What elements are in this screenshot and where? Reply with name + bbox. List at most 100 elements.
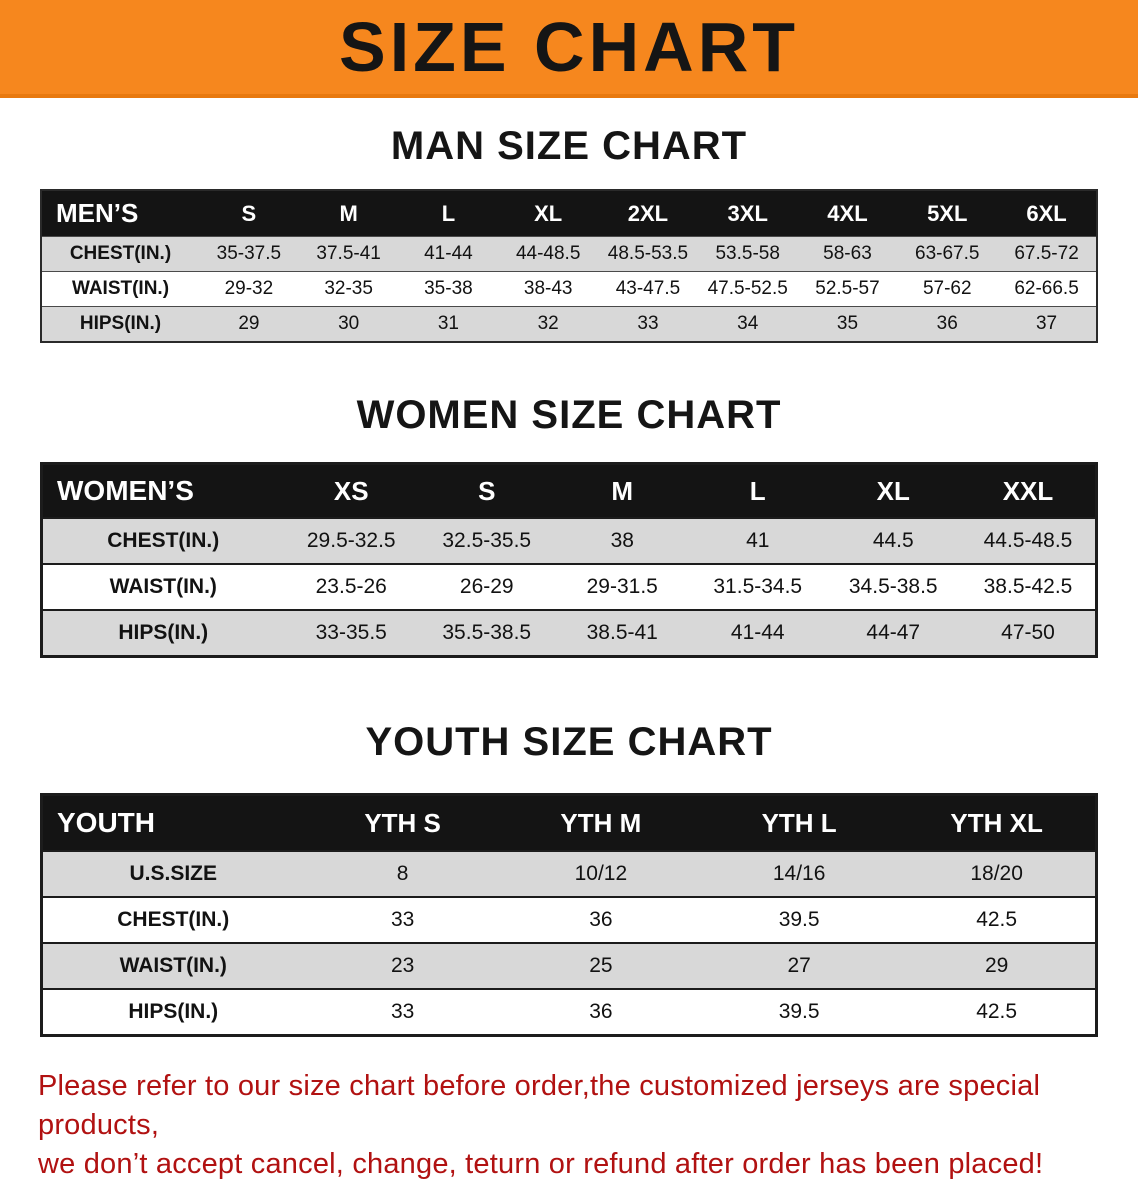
row-label: HIPS(IN.) [118,621,209,644]
table-row: WAIST(IN.) 23.5-26 26-29 29-31.5 31.5-34.5 34… [41,564,1097,610]
value-cell: 32 [537,313,559,334]
size-chart-banner: SIZE CHART [0,0,1138,98]
value-cell: 34 [737,313,759,334]
disclaimer-line-1: Please refer to our size chart before or… [38,1070,1041,1142]
men-section-heading: MAN SIZE CHART [390,124,748,168]
value-cell: 58-63 [823,243,872,264]
value-cell: 34.5-38.5 [848,575,938,598]
value-cell: 41-44 [730,621,785,644]
disclaimer-text: Please refer to our size chart before or… [38,1067,1100,1184]
value-cell: 35-38 [424,278,473,299]
value-cell: 53.5-58 [715,243,780,264]
table-row: WAIST(IN.) 23 25 27 29 [41,943,1097,989]
women-size-section: WOMEN SIZE CHART WOMEN’S XS S M L XL XXL CHEST(… [0,393,1138,658]
value-cell: 38-43 [523,278,573,299]
value-cell: 33 [390,908,415,931]
value-cell: 48.5-53.5 [607,243,689,264]
value-cell: 33-35.5 [315,621,387,644]
value-cell: 41-44 [424,243,473,264]
table-row: U.S.SIZE 8 10/12 14/16 18/20 [41,851,1097,897]
table-title-cell: MEN’S [56,198,139,228]
value-cell: 29-31.5 [586,575,658,598]
table-row: CHEST(IN.) 33 36 39.5 42.5 [41,897,1097,943]
youth-size-table: YOUTH YTH S YTH M YTH L YTH XL U.S.SIZE 8 10/12… [40,793,1098,1037]
value-cell: 67.5-72 [1014,243,1079,264]
value-cell: 10/12 [574,862,628,885]
value-cell: 33 [390,1000,415,1023]
value-cell: 27 [787,954,811,977]
value-cell: 29-32 [224,278,274,299]
row-label: HIPS(IN.) [128,1000,219,1023]
value-cell: 32.5-35.5 [442,529,532,552]
men-size-table: MEN’S S M L XL 2XL 3XL 4XL 5XL 6XL CHEST(IN.) 35-37… [40,189,1098,343]
value-cell: 44-47 [866,621,921,644]
value-cell: 38.5-41 [586,621,658,644]
value-cell: 30 [338,313,360,334]
value-cell: 23.5-26 [315,575,387,598]
table-row: CHEST(IN.) 29.5-32.5 32.5-35.5 38 41 44.5 44.5… [41,518,1097,564]
table-header-row: MEN’S S M L XL 2XL 3XL 4XL 5XL 6XL [41,190,1097,237]
value-cell: 8 [396,862,409,885]
value-cell: 35 [836,313,859,334]
disclaimer-line-2: we don’t accept cancel, change, teturn o… [38,1148,1044,1181]
value-cell: 47.5-52.5 [707,278,788,299]
value-cell: 47-50 [1001,621,1055,644]
value-cell: 62-66.5 [1014,278,1079,299]
size-header-cell: S [478,475,496,506]
value-cell: 39.5 [778,908,820,931]
size-header-cell: 3XL [727,200,768,226]
table-row: CHEST(IN.) 35-37.5 37.5-41 41-44 44-48.5 48.5… [41,236,1097,272]
value-cell: 18/20 [970,862,1023,885]
value-cell: 44.5-48.5 [983,529,1073,552]
youth-section-heading: YOUTH SIZE CHART [365,720,773,764]
value-cell: 23 [390,954,415,977]
value-cell: 39.5 [778,1000,820,1023]
value-cell: 37.5-41 [316,243,381,264]
size-header-cell: YTH XL [950,807,1043,838]
size-header-cell: M [339,200,358,226]
value-cell: 36 [589,1000,613,1023]
value-cell: 52.5-57 [815,278,880,299]
value-cell: 42.5 [976,908,1018,931]
size-header-cell: 2XL [627,200,669,226]
value-cell: 38 [610,529,634,552]
value-cell: 38.5-42.5 [983,575,1073,598]
size-header-cell: S [241,200,257,226]
table-title-cell: WOMEN’S [57,475,194,506]
value-cell: 43-47.5 [615,278,681,299]
size-header-cell: YTH L [761,807,837,838]
value-cell: 44-48.5 [515,243,581,264]
row-label: WAIST(IN.) [119,954,227,977]
table-row: WAIST(IN.) 29-32 32-35 35-38 38-43 43-47.5 47.… [41,271,1097,307]
size-header-cell: 6XL [1026,200,1067,226]
row-label: U.S.SIZE [129,862,218,885]
banner-title: SIZE CHART [339,8,799,86]
value-cell: 63-67.5 [915,243,980,264]
table-header-row: YOUTH YTH S YTH M YTH L YTH XL [41,794,1097,851]
value-cell: 31.5-34.5 [713,575,803,598]
women-section-heading: WOMEN SIZE CHART [356,393,782,437]
table-row: HIPS(IN.) 33 36 39.5 42.5 [41,989,1097,1036]
value-cell: 57-62 [922,278,972,299]
size-header-cell: XL [534,200,563,226]
size-header-cell: XL [876,475,910,506]
table-row: HIPS(IN.) 29 30 31 32 33 34 35 36 37 [41,306,1097,342]
youth-size-section: YOUTH SIZE CHART YOUTH YTH S YTH M YTH L YTH… [0,720,1138,1037]
value-cell: 37 [1035,313,1058,334]
size-header-cell: 5XL [927,200,968,226]
value-cell: 29 [238,313,260,334]
value-cell: 29.5-32.5 [306,529,396,552]
table-header-row: WOMEN’S XS S M L XL XXL [41,463,1097,518]
size-header-cell: YTH M [560,807,642,838]
value-cell: 14/16 [772,862,826,885]
value-cell: 33 [637,313,659,334]
table-title-cell: YOUTH [57,807,155,838]
value-cell: 44.5 [872,529,914,552]
men-size-section: MAN SIZE CHART MEN’S S M L XL 2XL 3XL 4XL 5XL 6XL… [0,124,1138,343]
row-label: WAIST(IN.) [71,278,170,299]
size-header-cell: YTH S [364,807,441,838]
value-cell: 32-35 [324,278,373,299]
row-label: HIPS(IN.) [79,313,162,334]
size-header-cell: 4XL [827,200,868,226]
value-cell: 26-29 [459,575,514,598]
